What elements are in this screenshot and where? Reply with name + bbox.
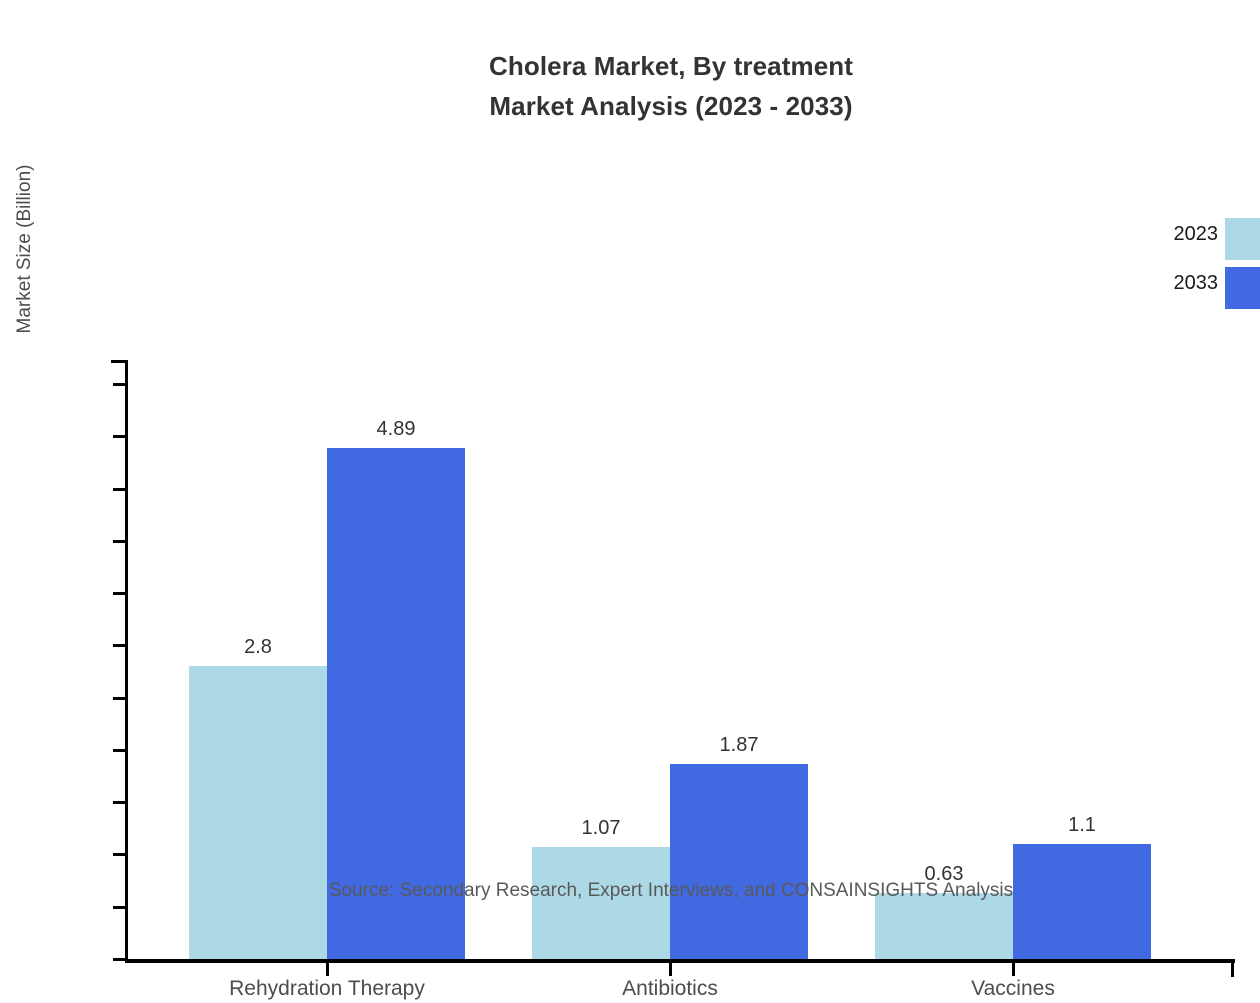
bar-value-label: 4.89	[376, 417, 416, 440]
bar-value-label: 1.1	[1068, 814, 1096, 837]
y-axis-tick	[113, 801, 125, 805]
y-axis-tick	[113, 748, 125, 752]
x-axis-category-label: Rehydration Therapy	[229, 977, 425, 1000]
y-axis-tick	[113, 592, 125, 596]
y-axis-tick	[113, 435, 125, 439]
y-axis-tick	[113, 644, 125, 648]
y-axis-tick	[113, 905, 125, 909]
chart-title-line-2: Market Analysis (2023 - 2033)	[489, 91, 853, 121]
y-axis-tick	[113, 958, 125, 961]
chart-title: Cholera Market, By treatment Market Anal…	[0, 46, 1260, 126]
bar-2033-antibiotics[interactable]	[670, 763, 808, 959]
y-axis-tick	[113, 696, 125, 700]
x-axis-category-label: Antibiotics	[622, 977, 718, 1000]
plot-area: 0.00.51.01.52.02.53.03.54.04.55.05.5 Reh…	[111, 180, 1235, 1000]
y-axis-title: Market Size (Billion)	[14, 164, 35, 334]
bar-value-label: 1.87	[719, 733, 759, 756]
y-axis-tick	[113, 383, 125, 387]
x-axis-end-cap	[1231, 959, 1234, 977]
chart-figure: Cholera Market, By treatment Market Anal…	[0, 46, 1260, 1000]
legend-swatch	[1225, 218, 1260, 260]
bar-2023-rehydration-therapy[interactable]	[189, 666, 327, 959]
x-axis-category-label: Vaccines	[971, 977, 1055, 1000]
legend-label: 2033	[1173, 272, 1219, 294]
legend-label: 2023	[1173, 223, 1219, 245]
legend-item-2023[interactable]: 2023	[1140, 218, 1260, 267]
legend-item-2033[interactable]: 2033	[1140, 267, 1260, 316]
legend-swatch	[1225, 267, 1260, 309]
bar-value-label: 0.63	[924, 863, 964, 886]
bar-2033-rehydration-therapy[interactable]	[327, 447, 465, 959]
source-note: Source: Secondary Research, Expert Inter…	[328, 880, 1014, 901]
chart-title-line-1: Cholera Market, By treatment	[488, 51, 854, 81]
y-axis-tick	[113, 539, 125, 543]
y-axis-line	[125, 360, 128, 963]
y-axis-tick	[113, 487, 125, 491]
x-axis-line	[125, 959, 1235, 963]
bar-value-label: 2.8	[244, 636, 272, 659]
y-axis-top-cap	[111, 360, 128, 363]
bar-value-label: 1.07	[581, 817, 621, 840]
chart-legend: 2023 2033	[1140, 218, 1260, 316]
y-axis-tick	[113, 853, 125, 857]
